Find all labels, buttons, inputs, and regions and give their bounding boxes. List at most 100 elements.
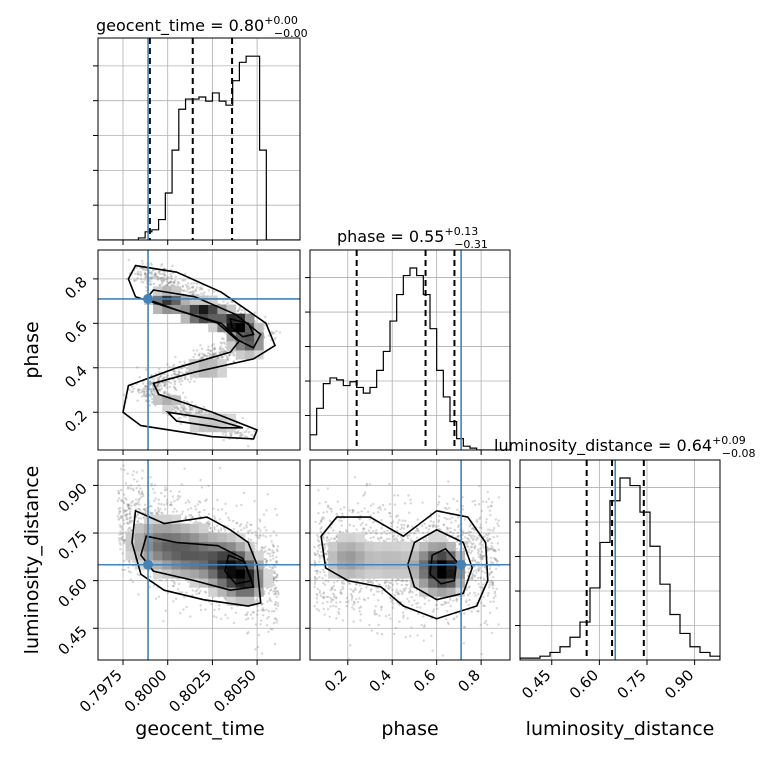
- sample-point: [483, 571, 486, 574]
- sample-point: [414, 529, 418, 533]
- density-cell: [244, 578, 255, 588]
- sample-point: [428, 524, 432, 528]
- sample-point: [380, 606, 383, 609]
- sample-point: [178, 612, 182, 615]
- sample-point: [117, 491, 121, 495]
- sample-point: [161, 381, 165, 384]
- sample-point: [443, 600, 446, 604]
- sample-point: [468, 539, 471, 543]
- sample-point: [386, 529, 389, 532]
- sample-point: [477, 582, 480, 586]
- sample-point: [451, 516, 454, 519]
- sample-point: [184, 396, 187, 399]
- sample-point: [351, 596, 354, 599]
- sample-point: [164, 486, 167, 489]
- sample-point: [149, 382, 153, 386]
- sample-point: [276, 604, 280, 607]
- sample-point: [478, 553, 482, 557]
- sample-point: [124, 514, 127, 517]
- sample-point: [130, 501, 133, 504]
- sample-point: [272, 581, 275, 584]
- sample-point: [183, 376, 186, 379]
- density-cell: [328, 541, 338, 552]
- sample-point: [161, 263, 164, 266]
- sample-point: [358, 591, 361, 594]
- sample-point: [154, 273, 158, 277]
- sample-point: [437, 520, 440, 523]
- sample-point: [123, 542, 126, 545]
- sample-point: [158, 270, 161, 273]
- density-cell: [134, 550, 145, 561]
- sample-point: [224, 598, 227, 601]
- sample-point: [128, 507, 131, 510]
- sample-point: [239, 523, 243, 526]
- sample-point: [478, 566, 482, 570]
- sample-point: [179, 378, 182, 381]
- sample-point: [200, 486, 204, 489]
- sample-point: [127, 522, 130, 526]
- sample-point: [435, 526, 438, 529]
- sample-point: [130, 390, 133, 394]
- sample-point: [245, 526, 248, 529]
- sample-point: [169, 280, 173, 283]
- sample-point: [268, 565, 271, 569]
- sample-point: [216, 529, 220, 532]
- sample-point: [256, 613, 259, 616]
- sample-point: [315, 577, 319, 581]
- sample-point: [322, 607, 325, 611]
- density-cell: [171, 541, 182, 552]
- sample-point: [267, 548, 270, 551]
- sample-point: [118, 541, 122, 544]
- sample-point: [182, 409, 185, 413]
- density-cell: [208, 587, 218, 597]
- sample-point: [271, 332, 275, 335]
- sample-point: [150, 381, 153, 385]
- sample-point: [192, 293, 195, 296]
- sample-point: [140, 391, 143, 394]
- sample-point: [162, 279, 166, 282]
- sample-point: [169, 272, 172, 276]
- sample-point: [469, 523, 472, 527]
- sample-point: [332, 598, 335, 601]
- sample-point: [230, 300, 233, 303]
- sample-point: [138, 388, 141, 392]
- sample-point: [481, 500, 485, 503]
- sample-point: [144, 286, 148, 289]
- sample-point: [344, 529, 348, 532]
- sample-point: [349, 593, 353, 596]
- sample-point: [362, 527, 366, 530]
- sample-point: [379, 583, 382, 587]
- sample-point: [162, 276, 166, 279]
- density-cell: [208, 541, 218, 552]
- sample-point: [121, 527, 124, 531]
- sample-point: [479, 541, 483, 544]
- sample-point: [165, 499, 169, 502]
- sample-point: [396, 592, 399, 596]
- sample-point: [131, 390, 134, 393]
- sample-point: [365, 484, 369, 487]
- density-cell: [162, 541, 172, 552]
- sample-point: [388, 581, 391, 584]
- sample-point: [336, 514, 339, 517]
- sample-point: [265, 587, 269, 590]
- sample-point: [163, 274, 167, 277]
- sample-point: [249, 613, 253, 616]
- sample-point: [322, 596, 326, 600]
- sample-point: [272, 621, 276, 625]
- sample-point: [471, 559, 475, 562]
- sample-point: [406, 536, 410, 540]
- sample-point: [371, 581, 375, 585]
- sample-point: [150, 277, 153, 280]
- sample-point: [356, 600, 360, 604]
- sample-point: [177, 407, 180, 411]
- sample-point: [475, 569, 478, 572]
- sample-point: [140, 259, 144, 263]
- sample-point: [469, 551, 473, 555]
- sample-point: [123, 559, 126, 563]
- sample-point: [483, 565, 487, 569]
- sample-point: [169, 280, 173, 283]
- sample-point: [204, 591, 208, 594]
- sample-point: [360, 510, 363, 513]
- sample-point: [374, 605, 377, 608]
- sample-point: [197, 353, 201, 357]
